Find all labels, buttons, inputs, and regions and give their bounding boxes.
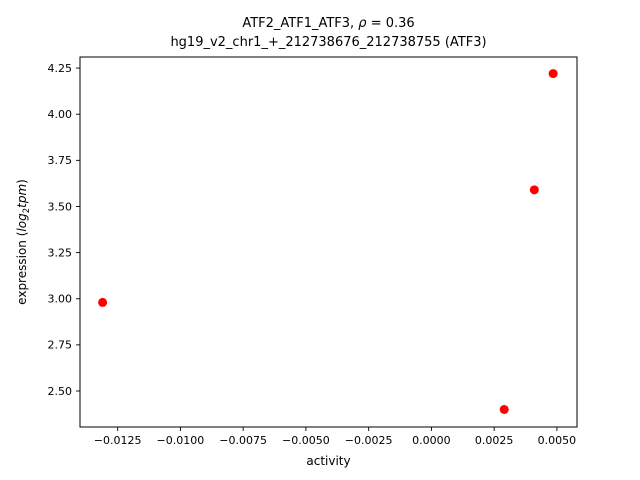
y-tick-label: 3.00 bbox=[48, 293, 73, 306]
data-point bbox=[529, 185, 539, 195]
y-tick-label: 3.25 bbox=[48, 246, 73, 259]
y-tick-label: 2.75 bbox=[48, 339, 73, 352]
chart-title-line1: ATF2_ATF1_ATF3, ρ = 0.36 bbox=[242, 16, 414, 31]
x-tick-label: −0.0025 bbox=[345, 434, 393, 447]
y-tick-label: 3.75 bbox=[48, 154, 73, 167]
x-axis-label: activity bbox=[306, 454, 350, 468]
y-tick-label: 2.50 bbox=[48, 385, 73, 398]
chart-title-line2: hg19_v2_chr1_+_212738676_212738755 (ATF3… bbox=[170, 35, 486, 50]
y-axis-label: expression (log2tpm) bbox=[15, 179, 32, 305]
y-tick-label: 3.50 bbox=[48, 200, 73, 213]
x-tick-label: −0.0125 bbox=[94, 434, 142, 447]
data-point bbox=[98, 297, 108, 307]
data-point bbox=[499, 404, 509, 414]
y-tick-label: 4.00 bbox=[48, 108, 73, 121]
x-tick-label: −0.0050 bbox=[282, 434, 330, 447]
x-tick-label: 0.0000 bbox=[412, 434, 451, 447]
x-tick-label: 0.0050 bbox=[538, 434, 577, 447]
data-point bbox=[548, 69, 558, 79]
x-tick-label: −0.0100 bbox=[157, 434, 205, 447]
y-tick-label: 4.25 bbox=[48, 62, 73, 75]
x-tick-label: −0.0075 bbox=[219, 434, 267, 447]
x-tick-label: 0.0025 bbox=[475, 434, 514, 447]
plot-spines bbox=[79, 56, 578, 428]
